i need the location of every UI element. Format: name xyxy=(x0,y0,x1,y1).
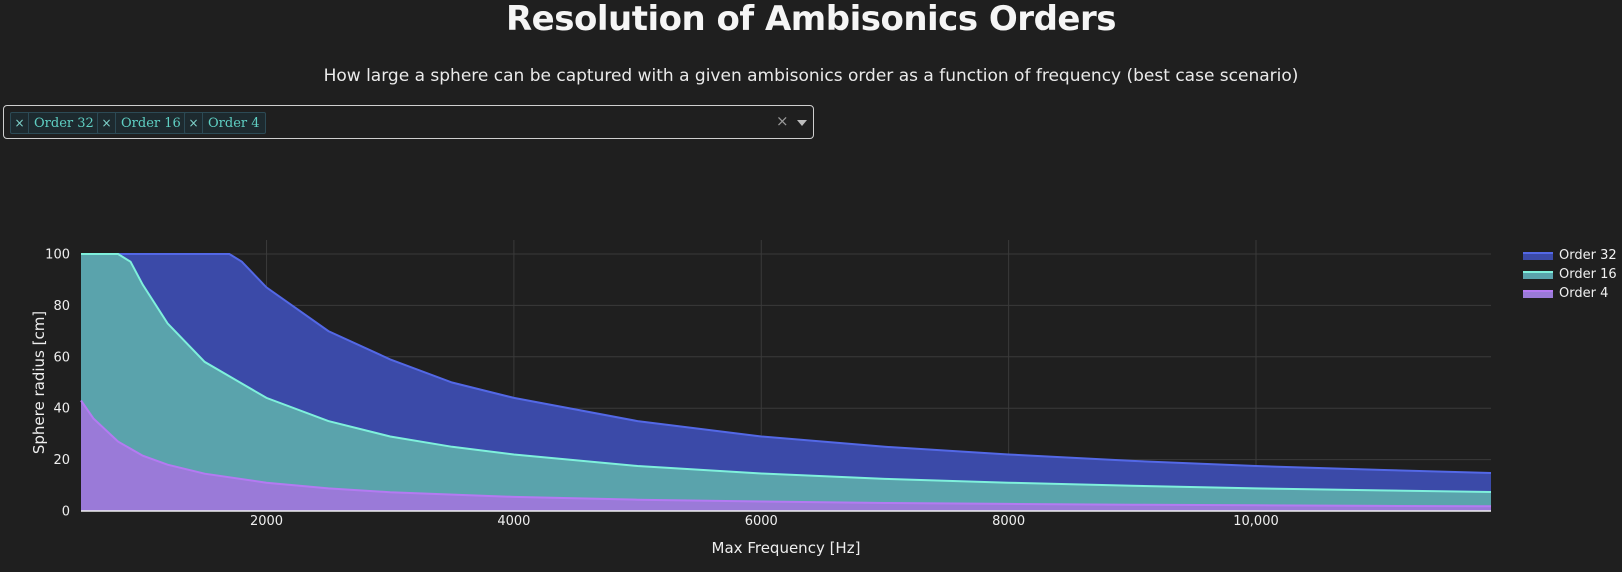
tag-label: Order 32 xyxy=(34,115,94,131)
page-subtitle: How large a sphere can be captured with … xyxy=(323,66,1299,86)
y-tick-label: 100 xyxy=(45,248,70,263)
chevron-down-icon[interactable] xyxy=(797,120,807,126)
remove-tag-order-16-icon[interactable]: × xyxy=(98,113,116,133)
x-tick-label: 4000 xyxy=(497,514,530,529)
y-tick-label: 60 xyxy=(53,350,70,365)
x-axis-title: Max Frequency [Hz] xyxy=(712,539,861,557)
y-tick-label: 0 xyxy=(62,505,70,520)
tag-order-16: × Order 16 xyxy=(97,112,187,134)
x-tick-label: 2000 xyxy=(250,514,283,529)
legend-swatch-order-16 xyxy=(1523,270,1553,279)
line-order-16 xyxy=(81,253,1492,493)
area-order-16 xyxy=(81,254,1491,511)
y-tick-label: 20 xyxy=(53,453,70,468)
tag-label: Order 4 xyxy=(208,115,260,131)
y-axis-title: Sphere radius [cm] xyxy=(30,311,48,454)
x-tick-label: 8000 xyxy=(992,514,1025,529)
legend-item-order-32[interactable]: Order 32 xyxy=(1523,246,1617,265)
legend-label: Order 16 xyxy=(1559,267,1617,282)
tag-order-4: × Order 4 xyxy=(184,112,266,134)
order-multiselect[interactable]: × Order 32 × Order 16 × Order 4 × xyxy=(3,105,814,139)
legend-item-order-16[interactable]: Order 16 xyxy=(1523,265,1617,284)
legend-item-order-4[interactable]: Order 4 xyxy=(1523,284,1617,303)
area-order-4 xyxy=(81,400,1491,511)
legend-swatch-order-32 xyxy=(1523,251,1553,260)
clear-all-icon[interactable]: × xyxy=(776,112,789,130)
legend-label: Order 4 xyxy=(1559,286,1609,301)
remove-tag-order-4-icon[interactable]: × xyxy=(185,113,203,133)
remove-tag-order-32-icon[interactable]: × xyxy=(11,113,29,133)
y-tick-label: 80 xyxy=(53,299,70,314)
x-tick-label: 6000 xyxy=(745,514,778,529)
line-order-32 xyxy=(81,253,1492,474)
legend-label: Order 32 xyxy=(1559,248,1617,263)
x-tick-label: 10,000 xyxy=(1233,514,1279,529)
chart-legend: Order 32 Order 16 Order 4 xyxy=(1523,246,1617,303)
legend-swatch-order-4 xyxy=(1523,289,1553,298)
page-title: Resolution of Ambisonics Orders xyxy=(506,0,1116,39)
line-order-4 xyxy=(80,399,1492,508)
tag-label: Order 16 xyxy=(121,115,181,131)
y-tick-label: 40 xyxy=(53,402,70,417)
